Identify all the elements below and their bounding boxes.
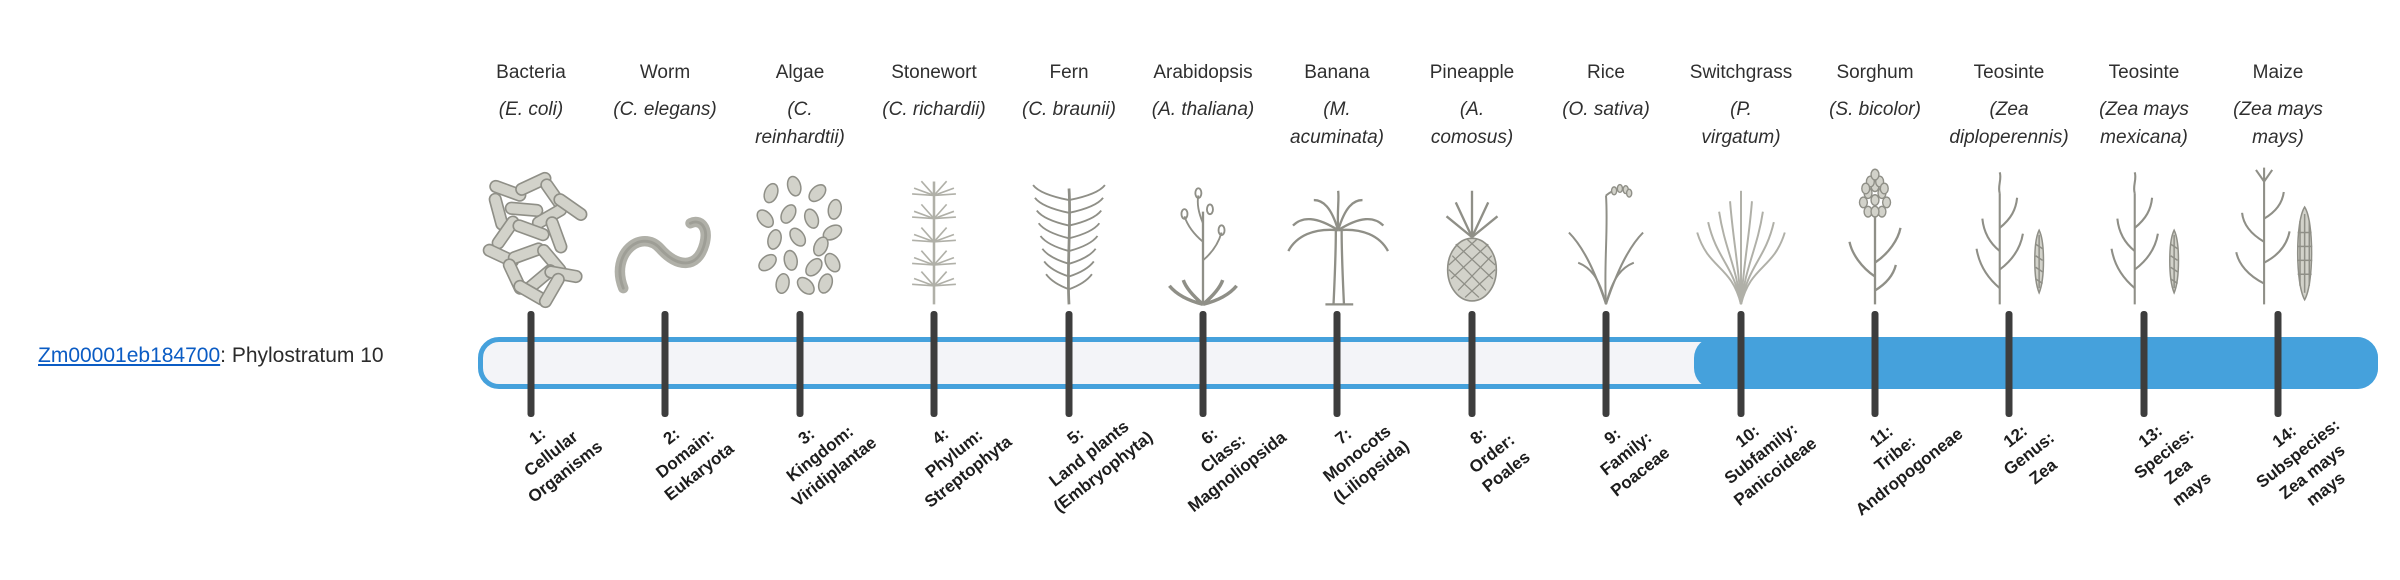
stratum-tick <box>1065 311 1073 417</box>
organism-common-name: Bacteria <box>496 62 566 83</box>
organism-scientific-name: (Zea diploperennis) <box>1949 99 2069 148</box>
stratum-tick <box>930 311 938 417</box>
organism-scientific-name: (S. bicolor) <box>1829 99 1921 120</box>
stratum-axis-label: 12: Genus: Zea <box>1999 421 2061 489</box>
stonewort-illustration <box>869 163 999 309</box>
arabidopsis-illustration <box>1138 163 1268 309</box>
teosinte-illustration <box>1944 163 2074 309</box>
organism-scientific-name: (P. virgatum) <box>1701 99 1781 148</box>
banana-illustration <box>1272 163 1402 309</box>
organism-common-name: Fern <box>1049 62 1089 83</box>
stratum-axis-label: 9: Family: Poaceae <box>1596 424 1674 501</box>
organism-common-name: Teosinte <box>1973 62 2045 83</box>
switchgrass-illustration <box>1676 163 1806 309</box>
organism-common-name: Pineapple <box>1429 62 1515 83</box>
stratum-axis-label: 10: Subfamily: Panicoideae <box>1721 419 1821 510</box>
organism-scientific-name: (O. sativa) <box>1562 99 1650 120</box>
stratum-axis-label: 6: Class: Magnoliopsida <box>1184 424 1290 516</box>
stratum-axis-label: 13: Species: Zea mays <box>2130 421 2215 511</box>
organism-common-name: Stonewort <box>891 62 977 83</box>
phylostratum-bar-track <box>478 337 2378 389</box>
stratum-axis-label: 1: Cellular Organisms <box>520 424 606 507</box>
stratum-axis-label: 7: Monocots (Liliopsida) <box>1319 421 1413 508</box>
stratum-tick <box>661 311 669 417</box>
organism-common-name: Maize <box>2252 62 2304 83</box>
stratum-tick <box>527 311 535 417</box>
organism-common-name: Sorghum <box>1836 62 1914 83</box>
stratum-tick <box>2140 311 2148 417</box>
gene-label: Zm00001eb184700: Phylostratum 10 <box>38 344 384 368</box>
algae-illustration <box>735 163 865 309</box>
stratum-axis-label: 2: Domain: Eukaryota <box>652 424 738 505</box>
stratum-axis-label: 5: Land plants (Embryophyta) <box>1045 417 1157 517</box>
stratum-tick <box>1871 311 1879 417</box>
organism-common-name: Teosinte <box>2108 62 2180 83</box>
organism-scientific-name: (A. comosus) <box>1430 99 1514 148</box>
stratum-axis-label: 3: Kingdom: Viridiplantae <box>783 422 881 511</box>
organism-common-name: Banana <box>1304 62 1370 83</box>
stratum-tick <box>1333 311 1341 417</box>
teosinte-illustration <box>2079 163 2209 309</box>
organism-common-name: Algae <box>775 62 825 83</box>
fern-illustration <box>1004 163 1134 309</box>
organism-common-name: Arabidopsis <box>1153 62 1253 83</box>
organism-common-name: Switchgrass <box>1689 62 1793 83</box>
organism-scientific-name: (C. elegans) <box>613 99 717 120</box>
worm-illustration <box>600 163 730 309</box>
organism-common-name: Rice <box>1586 62 1626 83</box>
gene-label-suffix: : Phylostratum 10 <box>220 344 384 367</box>
organism-scientific-name: (E. coli) <box>498 99 564 120</box>
stratum-tick <box>2005 311 2013 417</box>
pineapple-illustration <box>1407 163 1537 309</box>
stratum-tick <box>1199 311 1207 417</box>
bacteria-illustration <box>466 163 596 309</box>
organism-scientific-name: (Zea mays mexicana) <box>2099 99 2189 148</box>
maize-illustration <box>2213 163 2343 309</box>
stratum-tick <box>2274 311 2282 417</box>
organism-common-name: Worm <box>639 62 691 83</box>
sorghum-illustration <box>1810 163 1940 309</box>
stratum-tick <box>1602 311 1610 417</box>
stratum-tick <box>1468 311 1476 417</box>
stratum-axis-label: 14: Subspecies: Zea mays mays <box>2252 415 2349 511</box>
phylostratum-bar-fill <box>1694 337 2378 389</box>
organism-scientific-name: (M. acuminata) <box>1290 99 1384 148</box>
organism-scientific-name: (A. thaliana) <box>1151 99 1255 120</box>
organism-scientific-name: (Zea mays mays) <box>2233 99 2323 148</box>
stratum-axis-label: 11: Tribe: Andropogoneae <box>1851 421 1967 520</box>
gene-link[interactable]: Zm00001eb184700 <box>38 344 221 367</box>
organism-scientific-name: (C. reinhardtii) <box>755 99 845 148</box>
rice-illustration <box>1541 163 1671 309</box>
organism-scientific-name: (C. braunii) <box>1022 99 1116 120</box>
stratum-tick <box>1737 311 1745 417</box>
stratum-tick <box>796 311 804 417</box>
organism-scientific-name: (C. richardii) <box>882 99 986 120</box>
stratum-axis-label: 8: Order: Poales <box>1465 424 1534 496</box>
stratum-axis-label: 4: Phylum: Streptophyta <box>920 424 1016 512</box>
